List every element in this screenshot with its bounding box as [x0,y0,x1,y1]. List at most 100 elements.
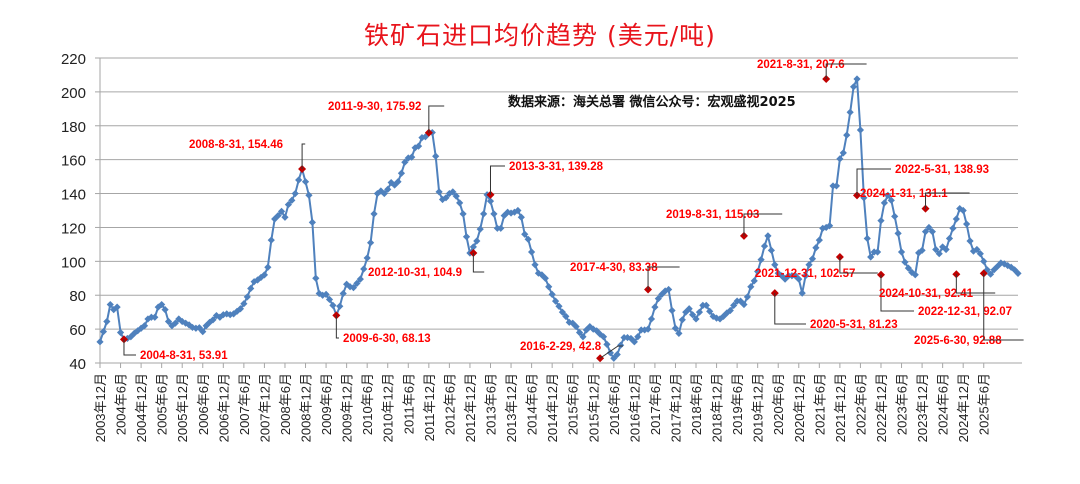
data-marker [942,245,950,254]
data-marker [819,224,827,232]
data-marker [305,191,313,199]
data-marker [151,313,159,321]
data-marker [839,149,847,157]
data-marker [408,153,416,161]
data-marker [555,302,563,310]
data-marker [452,192,460,200]
y-tick-label: 100 [61,254,86,271]
data-marker [863,234,871,243]
data-marker [336,302,344,310]
x-tick-label: 2023年6月 [895,373,910,435]
data-marker [154,303,162,311]
data-marker [654,295,662,303]
x-tick-label: 2024年6月 [936,373,951,435]
data-marker [901,258,909,266]
data-marker [343,280,351,288]
data-marker [747,283,755,291]
data-marker [291,189,299,198]
data-marker [726,306,734,315]
data-marker [997,259,1005,267]
data-marker [716,315,724,323]
data-marker [517,213,525,221]
annotation-label: 2009-6-30, 68.13 [343,333,431,345]
data-marker [966,237,974,245]
data-marker [469,243,477,251]
data-marker [373,189,382,198]
annotation-leader-line [301,143,306,170]
data-marker [558,308,567,316]
annotation-label: 2022-12-31, 92.07 [918,306,1012,318]
x-tick-label: 2013年6月 [483,373,498,435]
data-marker [579,333,587,341]
data-marker [192,324,200,332]
data-marker [1007,263,1015,271]
data-marker [377,187,385,195]
data-marker [658,290,666,298]
annotation-leader-line [880,274,914,312]
data-marker [456,199,464,207]
data-source-note: 数据来源：海关总署 微信公众号：宏观盛视2025 [508,95,796,110]
data-marker [284,200,292,209]
data-marker [627,334,635,343]
data-marker [617,341,625,349]
data-marker [507,209,515,217]
data-marker [476,225,484,233]
data-marker [442,194,450,202]
annotation-leader-line [472,253,485,273]
data-marker [524,235,532,243]
x-tick-label: 2022年12月 [874,373,889,442]
data-marker [514,206,522,215]
data-marker [589,325,597,333]
data-marker [367,239,375,247]
data-marker [822,223,830,232]
data-marker [322,290,330,298]
data-marker [497,224,505,232]
x-tick-label: 2022年6月 [853,373,868,435]
data-marker [490,210,498,218]
data-marker [880,199,889,207]
data-marker [884,191,892,199]
data-marker [480,210,488,218]
data-marker [634,333,642,341]
data-marker [952,215,960,223]
x-tick-label: 2004年12月 [134,373,149,442]
annotation-label: 2008-8-31, 154.46 [189,139,283,151]
data-marker [980,257,988,265]
data-marker [103,317,111,326]
data-marker [137,324,145,332]
data-marker [435,188,443,196]
x-tick-label: 2017年6月 [648,373,663,435]
data-marker [760,242,769,250]
y-tick-label: 60 [69,322,86,339]
data-marker [641,326,649,334]
data-marker [685,305,693,313]
data-marker [812,244,820,252]
x-tick-label: 2011年12月 [422,373,437,441]
data-marker [671,324,680,332]
data-marker [548,290,556,298]
x-tick-label: 2014年12月 [545,373,560,442]
annotation-leader-line [335,315,339,339]
annotation-leader-line [599,345,623,359]
data-marker [551,297,560,305]
data-marker [613,350,621,359]
y-tick-label: 80 [69,288,86,305]
data-marker [877,217,885,225]
data-marker [387,178,395,187]
data-marker [233,307,241,315]
data-marker [572,322,580,331]
data-marker [778,272,786,280]
annotation-leader-line [428,105,445,133]
data-marker [706,307,714,315]
data-marker [473,237,481,245]
data-marker [730,301,738,309]
data-marker [219,311,227,319]
annotation-label: 2024-1-31, 131.1 [860,188,948,200]
data-marker [709,312,717,321]
data-marker [116,328,125,337]
data-marker [541,274,549,282]
data-marker [750,277,758,285]
x-tick-label: 2020年12月 [792,373,807,442]
data-marker [945,234,954,243]
data-marker [891,212,899,221]
